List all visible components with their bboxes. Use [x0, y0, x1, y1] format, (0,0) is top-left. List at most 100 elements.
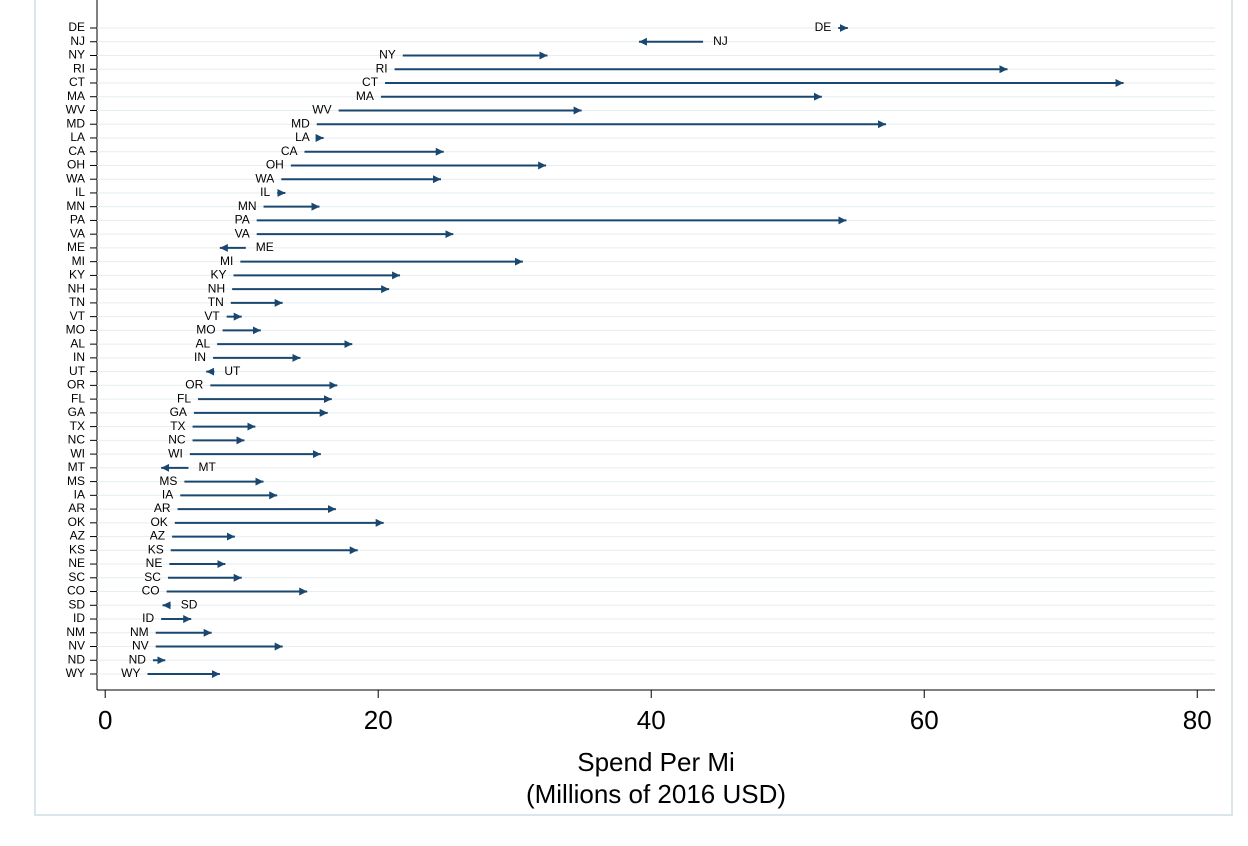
y-tick-label: NJ	[70, 34, 85, 48]
y-tick-label: VA	[70, 226, 85, 240]
arrow-label: TN	[208, 295, 224, 309]
y-tick-label: NM	[66, 625, 85, 639]
arrow-label: UT	[224, 364, 241, 378]
arrow-label: MT	[198, 460, 216, 474]
y-tick-label: PA	[70, 213, 85, 227]
y-tick-label: OH	[67, 158, 85, 172]
y-tick-label: MO	[66, 323, 85, 337]
x-axis-label: Spend Per Mi	[577, 747, 735, 777]
arrow-label: DE	[815, 20, 832, 34]
y-tick-label: CO	[67, 584, 85, 598]
arrow-label: ME	[256, 240, 274, 254]
arrow-label: LA	[295, 130, 310, 144]
arrow-label: NH	[208, 281, 225, 295]
y-tick-label: KY	[69, 268, 85, 282]
y-tick-label: MN	[66, 199, 85, 213]
arrow-label: AL	[195, 336, 210, 350]
x-axis-label: (Millions of 2016 USD)	[526, 779, 786, 809]
arrow-label: MO	[196, 323, 215, 337]
y-tick-label: VT	[70, 309, 86, 323]
arrow-label: WI	[168, 446, 183, 460]
arrow-label: SD	[181, 597, 198, 611]
arrow-label: NJ	[713, 34, 728, 48]
y-tick-label: IL	[75, 185, 85, 199]
y-tick-label: ME	[67, 240, 85, 254]
arrow-label: OR	[185, 378, 203, 392]
arrow-label: IN	[194, 350, 206, 364]
arrow-label: FL	[177, 391, 191, 405]
y-tick-label: AZ	[70, 529, 85, 543]
arrow-label: WA	[255, 171, 274, 185]
x-tick-label: 0	[98, 705, 112, 735]
y-tick-label: ND	[68, 652, 86, 666]
y-tick-label: IN	[73, 350, 85, 364]
y-tick-label: SD	[68, 597, 85, 611]
y-tick-label: OR	[67, 378, 85, 392]
arrow-label: NC	[168, 433, 186, 447]
arrow-label: MA	[356, 89, 374, 103]
y-tick-label: NV	[68, 639, 85, 653]
y-tick-label: AR	[68, 501, 85, 515]
y-tick-label: MS	[67, 474, 85, 488]
arrow-label: ID	[142, 611, 154, 625]
arrow-label: MD	[291, 116, 310, 130]
x-tick-label: 80	[1183, 705, 1212, 735]
arrow-label: PA	[235, 213, 250, 227]
y-tick-label: AL	[70, 336, 85, 350]
arrow-label: CA	[281, 144, 298, 158]
x-tick-label: 20	[364, 705, 393, 735]
y-tick-label: WV	[66, 103, 85, 117]
arrow-label: MN	[238, 199, 257, 213]
y-tick-label: TN	[69, 295, 85, 309]
y-tick-label: RI	[73, 61, 85, 75]
arrow-label: KY	[210, 268, 226, 282]
y-tick-label: MT	[68, 460, 86, 474]
arrow-label: SC	[144, 570, 161, 584]
arrow-label: MI	[220, 254, 233, 268]
arrow-label: WV	[312, 103, 331, 117]
arrow-label: IA	[162, 488, 173, 502]
y-tick-label: ID	[73, 611, 85, 625]
y-tick-label: MA	[67, 89, 85, 103]
arrow-label: GA	[170, 405, 187, 419]
y-tick-label: MD	[66, 116, 85, 130]
y-tick-label: TX	[70, 419, 85, 433]
y-tick-label: DE	[68, 20, 85, 34]
y-tick-label: KS	[69, 542, 85, 556]
y-tick-label: FL	[71, 391, 85, 405]
y-tick-label: WY	[66, 666, 85, 680]
y-tick-label: NY	[68, 48, 85, 62]
arrow-label: NM	[130, 625, 149, 639]
arrow-label: MS	[159, 474, 177, 488]
arrow-label: OH	[266, 158, 284, 172]
y-tick-label: WA	[66, 171, 85, 185]
outer-frame	[34, 0, 1233, 816]
arrow-label: VT	[204, 309, 220, 323]
arrow-label: IL	[260, 185, 270, 199]
arrow-label: NV	[132, 639, 149, 653]
arrow-label: CO	[142, 584, 160, 598]
y-tick-label: CT	[69, 75, 86, 89]
arrow-label: AZ	[150, 529, 165, 543]
y-tick-label: IA	[74, 488, 85, 502]
arrow-label: RI	[376, 61, 388, 75]
x-tick-label: 60	[910, 705, 939, 735]
arrow-label: AR	[154, 501, 171, 515]
y-tick-label: SC	[68, 570, 85, 584]
y-tick-label: UT	[69, 364, 86, 378]
arrow-label: OK	[150, 515, 167, 529]
arrow-label: KS	[148, 542, 164, 556]
arrow-label: ND	[129, 652, 147, 666]
y-tick-label: NH	[68, 281, 85, 295]
arrow-label: WY	[121, 666, 140, 680]
y-tick-label: CA	[68, 144, 85, 158]
arrow-label: TX	[170, 419, 185, 433]
arrow-label: NE	[146, 556, 163, 570]
x-tick-label: 40	[637, 705, 666, 735]
y-tick-label: WI	[70, 446, 85, 460]
y-tick-label: NC	[68, 433, 86, 447]
arrow-label: VA	[235, 226, 250, 240]
y-tick-label: GA	[68, 405, 85, 419]
